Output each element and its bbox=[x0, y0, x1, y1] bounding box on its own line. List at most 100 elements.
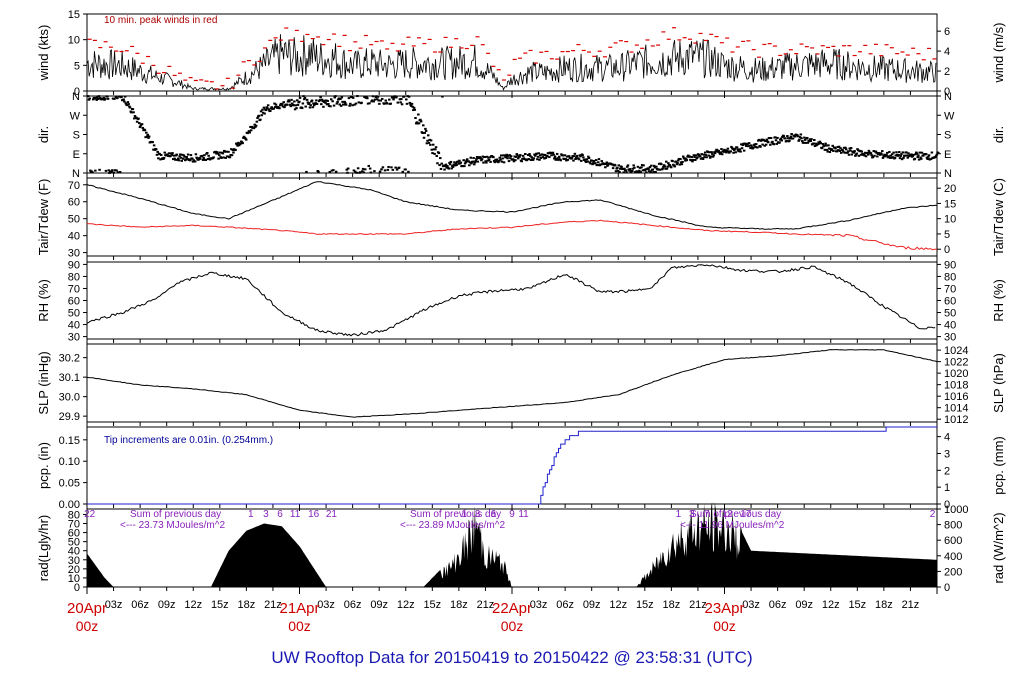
ytick-label-left: 30 bbox=[68, 555, 80, 567]
xtick-label: 15z bbox=[848, 599, 866, 611]
ytick-label-left: N bbox=[72, 168, 80, 180]
ytick-label-right: 0 bbox=[944, 86, 950, 98]
ytick-label-right: N bbox=[944, 91, 952, 103]
ytick-label-left: 0.05 bbox=[59, 478, 80, 490]
ytick-label-right: 20 bbox=[944, 183, 956, 195]
ytick-label-left: 50 bbox=[68, 214, 80, 226]
ylabel-right: dir. bbox=[991, 126, 1006, 143]
xtick-label: 12z bbox=[397, 599, 415, 611]
rad-hour-label: 3 bbox=[689, 509, 695, 520]
ytick-label-left: 60 bbox=[68, 197, 80, 209]
rad-hour-label: 1 bbox=[461, 509, 467, 520]
rad-hour-label: 21 bbox=[326, 509, 338, 520]
ytick-label-left: 70 bbox=[68, 519, 80, 531]
ytick-label-right: W bbox=[944, 110, 955, 122]
ytick-label-left: 0.00 bbox=[59, 499, 80, 511]
xtick-label: 03z bbox=[105, 599, 123, 611]
ytick-label-right: 6 bbox=[944, 26, 950, 38]
ytick-label-left: E bbox=[73, 149, 80, 161]
ytick-label-right: 70 bbox=[944, 283, 956, 295]
ylabel-left: rad(Lgly/hr) bbox=[36, 515, 51, 581]
rad-hour-label: 11 bbox=[290, 509, 301, 520]
xdate-label: 23Apr bbox=[704, 600, 744, 617]
ytick-label-right: 30 bbox=[944, 332, 956, 344]
ytick-label-right: 1014 bbox=[944, 403, 968, 415]
xdate-hour-label: 00z bbox=[288, 618, 311, 634]
ylabel-right: RH (%) bbox=[991, 279, 1006, 322]
xdate-hour-label: 00z bbox=[76, 618, 99, 634]
rad-hour-label: 7 bbox=[704, 509, 710, 520]
tdew-series bbox=[86, 219, 938, 251]
ytick-label-left: 30.1 bbox=[59, 372, 80, 384]
ytick-label-left: 40 bbox=[68, 231, 80, 243]
rad-hour-label: 1 bbox=[248, 509, 254, 520]
rad-sum-value: <--- 23.73 MJoules/m^2 bbox=[120, 520, 225, 531]
rad-hour-label: 3 bbox=[475, 509, 481, 520]
ytick-label-left: 60 bbox=[68, 528, 80, 540]
ylabel-right: wind (m/s) bbox=[991, 23, 1006, 84]
xdate-hour-label: 00z bbox=[713, 618, 736, 634]
ytick-label-left: 50 bbox=[68, 308, 80, 320]
ylabel-left: Tair/Tdew (F) bbox=[36, 179, 51, 256]
ytick-label-right: 0 bbox=[944, 244, 950, 256]
xtick-label: 09z bbox=[370, 599, 388, 611]
ytick-label-left: 60 bbox=[68, 296, 80, 308]
ytick-label-right: 800 bbox=[944, 520, 962, 532]
rad-hour-label: 6 bbox=[491, 509, 497, 520]
ytick-label-left: 40 bbox=[68, 320, 80, 332]
ytick-label-left: 10 bbox=[68, 35, 80, 47]
ytick-label-left: 30 bbox=[68, 248, 80, 260]
ytick-label-right: 40 bbox=[944, 320, 956, 332]
ytick-label-right: 60 bbox=[944, 296, 956, 308]
xtick-label: 09z bbox=[583, 599, 601, 611]
rad-sum-label: Sum of previous day bbox=[410, 509, 501, 520]
xtick-label: 06z bbox=[769, 599, 787, 611]
xtick-label: 18z bbox=[875, 599, 893, 611]
xtick-label: 18z bbox=[663, 599, 681, 611]
ytick-label-left: 50 bbox=[68, 537, 80, 549]
ytick-label-right: E bbox=[944, 149, 951, 161]
panel-frame bbox=[86, 95, 938, 174]
pcp-annotation: Tip increments are 0.01in. (0.254mm.) bbox=[104, 435, 273, 446]
ytick-label-left: 70 bbox=[68, 283, 80, 295]
ylabel-left: RH (%) bbox=[36, 279, 51, 322]
xtick-label: 12z bbox=[822, 599, 840, 611]
ytick-label-left: 15 bbox=[68, 9, 80, 21]
rad-hour-label: 6 bbox=[277, 509, 283, 520]
ytick-label-left: W bbox=[70, 110, 81, 122]
xdate-hour-label: 00z bbox=[501, 618, 524, 634]
ytick-label-left: 70 bbox=[68, 180, 80, 192]
ytick-label-right: 4 bbox=[944, 46, 950, 58]
ylabel-right: Tair/Tdew (C) bbox=[991, 178, 1006, 256]
xtick-label: 03z bbox=[530, 599, 548, 611]
ytick-label-left: 0.10 bbox=[59, 456, 80, 468]
ytick-label-right: 1000 bbox=[944, 504, 968, 516]
ytick-label-right: 15 bbox=[944, 198, 956, 210]
xtick-label: 18z bbox=[450, 599, 468, 611]
rad-hour-label: 3 bbox=[263, 509, 269, 520]
rad-sum-label: Sum of previous day bbox=[690, 509, 781, 520]
rad-hour-label: 9 bbox=[509, 509, 515, 520]
ylabel-right: SLP (hPa) bbox=[991, 353, 1006, 413]
ylabel-left: dir. bbox=[36, 126, 51, 143]
xtick-label: 18z bbox=[238, 599, 256, 611]
ytick-label-left: 5 bbox=[74, 60, 80, 72]
chart-title: UW Rooftop Data for 20150419 to 20150422… bbox=[271, 648, 753, 667]
ytick-label-left: 0 bbox=[74, 86, 80, 98]
ylabel-left: wind (kts) bbox=[36, 25, 51, 82]
ytick-label-left: 10 bbox=[68, 573, 80, 585]
rh-series bbox=[86, 264, 936, 337]
ytick-label-right: 1018 bbox=[944, 380, 968, 392]
peak-wind-annotation: 10 min. peak winds in red bbox=[104, 15, 217, 26]
xtick-label: 06z bbox=[556, 599, 574, 611]
ytick-label-right: N bbox=[944, 168, 952, 180]
ytick-label-left: 30.2 bbox=[59, 353, 80, 365]
ytick-label-left: 30 bbox=[68, 332, 80, 344]
xtick-label: 06z bbox=[344, 599, 362, 611]
slp-series bbox=[86, 349, 938, 418]
ytick-label-right: 1022 bbox=[944, 357, 968, 369]
ytick-label-right: 1012 bbox=[944, 414, 968, 426]
rad-hour-label: 12 bbox=[722, 509, 734, 520]
xtick-label: 15z bbox=[423, 599, 441, 611]
